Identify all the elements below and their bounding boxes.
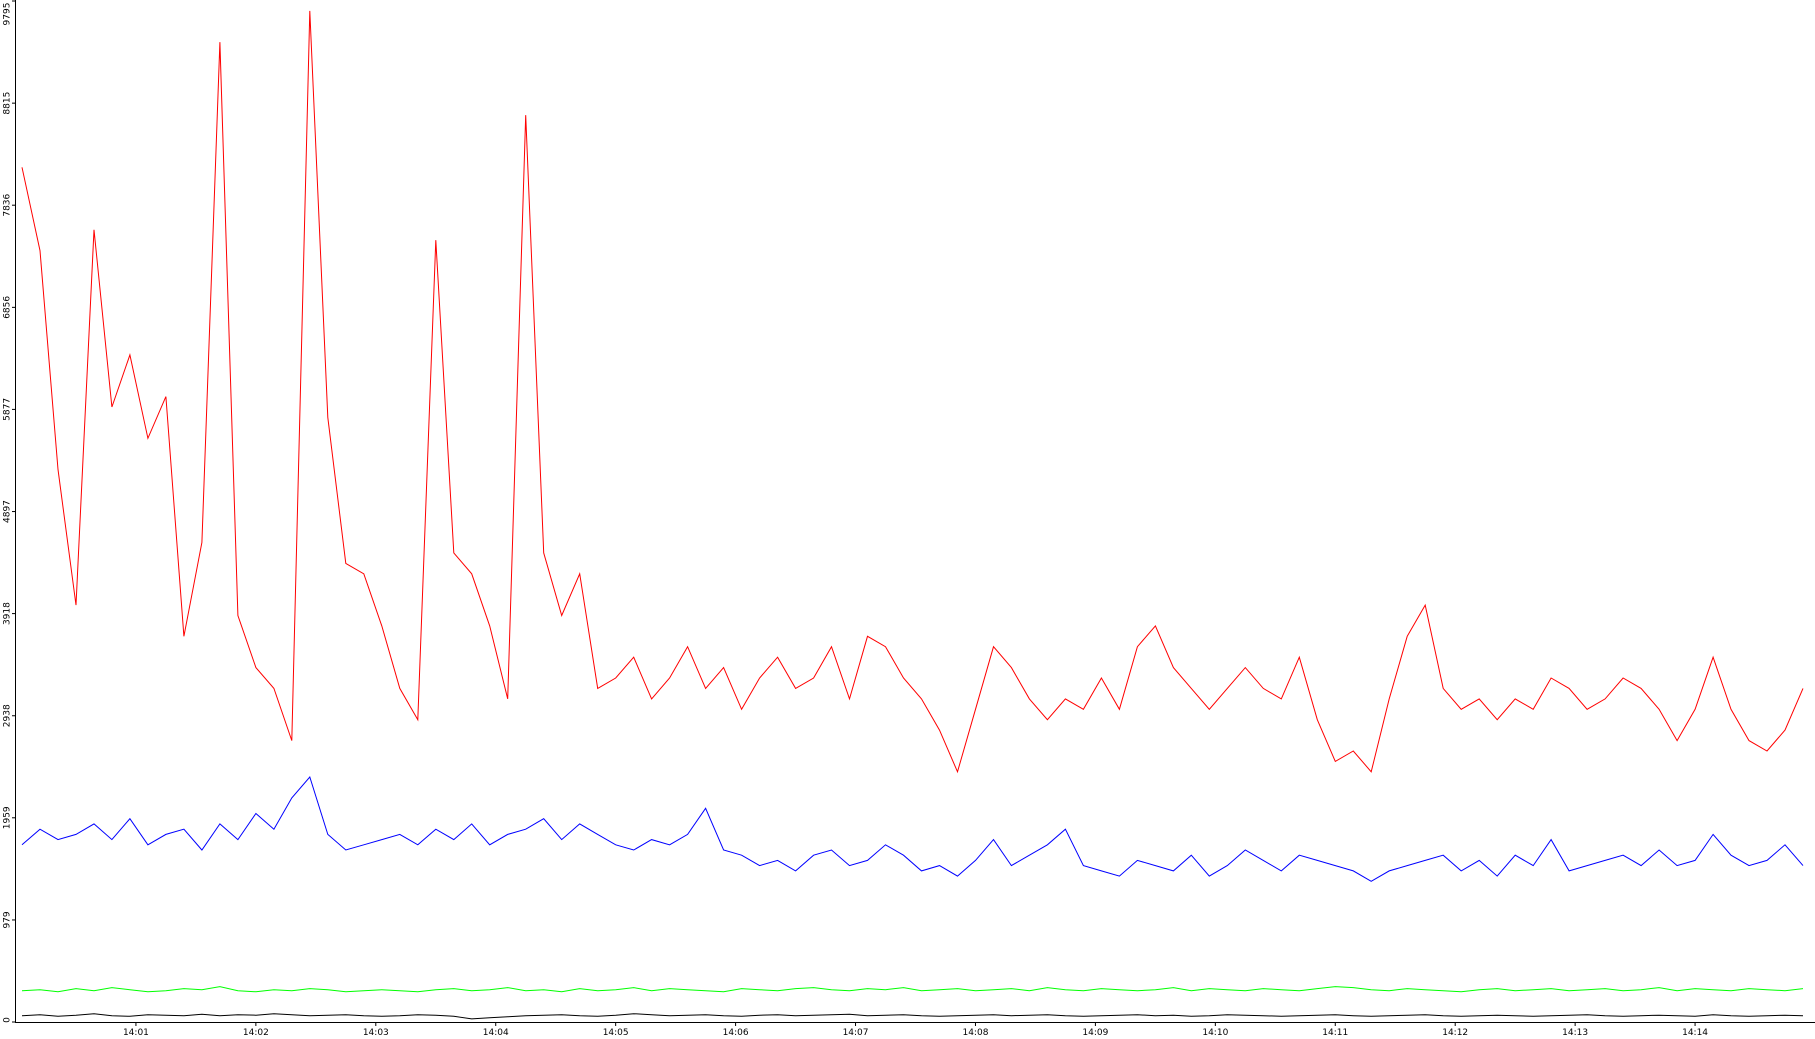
x-tick-label: 14:11 (1322, 1028, 1348, 1038)
series-line (21, 10, 1804, 774)
x-tick-label: 14:13 (1562, 1028, 1588, 1038)
x-tick-label: 14:12 (1442, 1028, 1468, 1038)
series-line (21, 775, 1804, 882)
x-tick-label: 14:08 (962, 1028, 988, 1038)
y-tick-label: 4897 (3, 500, 13, 523)
x-tick-label: 14:10 (1202, 1028, 1228, 1038)
x-tick-label: 14:03 (363, 1028, 389, 1038)
y-tick-label: 0 (3, 1017, 13, 1023)
y-tick-label: 8815 (3, 92, 13, 115)
y-tick-label: 3918 (3, 602, 13, 625)
x-tick-label: 14:02 (243, 1028, 269, 1038)
series-line (21, 1013, 1804, 1020)
x-tick-label: 14:09 (1082, 1028, 1108, 1038)
y-tick-label: 5877 (3, 398, 13, 421)
x-tick-label: 14:07 (843, 1028, 869, 1038)
y-tick-label: 1959 (3, 806, 13, 829)
y-tick-label: 6856 (3, 296, 13, 319)
y-tick-label: 7836 (3, 193, 13, 216)
series-line (21, 986, 1804, 993)
x-tick-label: 14:06 (723, 1028, 749, 1038)
x-tick-label: 14:04 (483, 1028, 509, 1038)
x-tick-label: 14:05 (603, 1028, 629, 1038)
x-tick-label: 14:01 (123, 1028, 149, 1038)
y-tick-label: 9795 (3, 3, 13, 26)
y-tick-label: 979 (3, 911, 13, 928)
x-tick-label: 14:14 (1682, 1028, 1708, 1038)
y-tick-label: 2938 (3, 704, 13, 727)
